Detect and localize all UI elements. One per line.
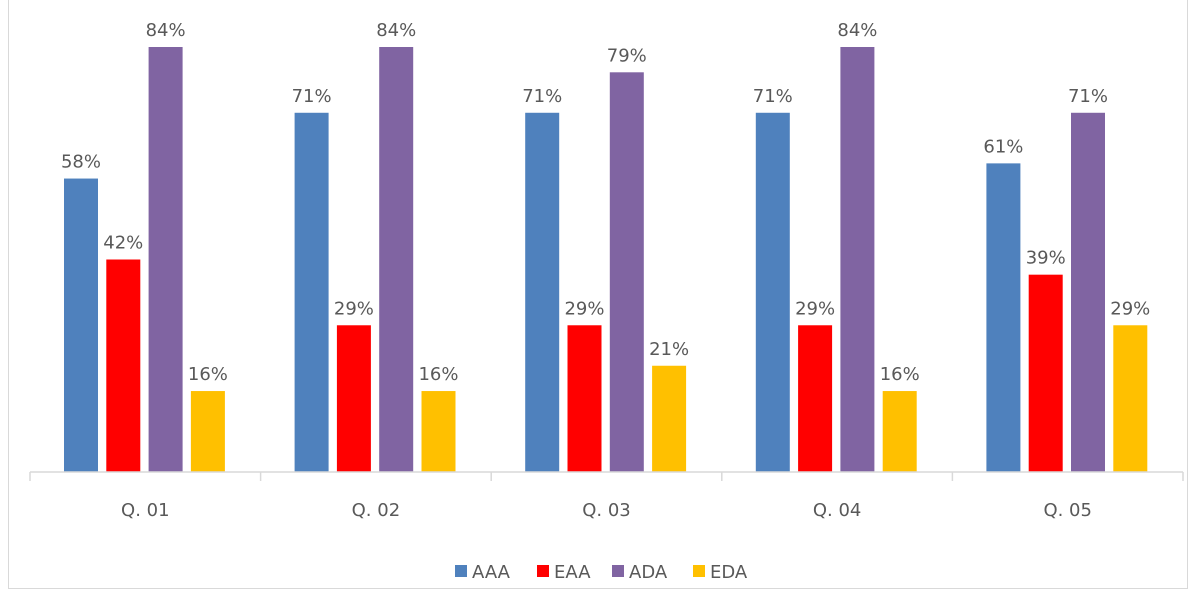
x-tick-label-4: Q. 04 <box>813 500 862 521</box>
data-label-ada-1: 84% <box>146 20 186 41</box>
legend-label-ada: ADA <box>629 562 668 583</box>
bar-eda-1 <box>190 391 225 472</box>
data-label-eaa-4: 29% <box>795 298 835 319</box>
bar-eda-3 <box>652 365 687 472</box>
data-label-eda-5: 29% <box>1110 298 1150 319</box>
bar-ada-4 <box>840 47 875 472</box>
data-label-eaa-3: 29% <box>564 298 604 319</box>
bar-eda-2 <box>421 391 456 472</box>
bar-ada-3 <box>609 72 644 473</box>
bar-eda-5 <box>1113 325 1148 472</box>
x-tick-label-5: Q. 05 <box>1043 500 1092 521</box>
bar-aaa-2 <box>294 112 329 473</box>
data-label-ada-5: 71% <box>1068 86 1108 107</box>
data-label-ada-4: 84% <box>837 20 877 41</box>
bar-aaa-4 <box>755 112 790 473</box>
data-label-eaa-5: 39% <box>1026 248 1066 269</box>
data-label-eda-1: 16% <box>188 364 228 385</box>
data-label-aaa-3: 71% <box>522 86 562 107</box>
legend-label-eda: EDA <box>710 562 748 583</box>
bar-eaa-1 <box>106 259 141 472</box>
legend-swatch-eaa <box>537 565 549 577</box>
bar-eaa-5 <box>1028 274 1063 472</box>
legend-label-eaa: EAA <box>554 562 591 583</box>
data-label-aaa-1: 58% <box>61 152 101 173</box>
legend-swatch-aaa <box>455 565 467 577</box>
data-label-aaa-5: 61% <box>983 136 1023 157</box>
bar-ada-2 <box>379 47 414 472</box>
x-tick-label-2: Q. 02 <box>352 500 401 521</box>
x-tick-label-1: Q. 01 <box>121 500 170 521</box>
bar-aaa-3 <box>525 112 560 473</box>
data-label-aaa-2: 71% <box>292 86 332 107</box>
data-label-ada-3: 79% <box>607 45 647 66</box>
bars-layer <box>64 47 1148 473</box>
legend-swatch-eda <box>693 565 705 577</box>
bar-ada-1 <box>148 47 183 472</box>
x-axis: Q. 01 Q. 02 Q. 03 Q. 04 Q. 05 <box>29 471 1184 521</box>
bar-eaa-3 <box>567 325 602 472</box>
data-label-eda-2: 16% <box>418 364 458 385</box>
bar-aaa-1 <box>64 178 98 473</box>
legend-label-aaa: AAA <box>472 562 511 583</box>
data-label-aaa-4: 71% <box>753 86 793 107</box>
legend-swatch-ada <box>612 565 624 577</box>
data-label-eaa-2: 29% <box>334 298 374 319</box>
data-labels-layer: 58% 42% 84% 16% 71% 29% 84% 16% 71% 29% 79% 21% 71% 2… <box>61 20 1150 385</box>
data-label-eda-3: 21% <box>649 339 689 360</box>
bar-eaa-2 <box>336 325 371 472</box>
data-label-eda-4: 16% <box>880 364 920 385</box>
bar-aaa-5 <box>986 163 1021 472</box>
x-tick-label-3: Q. 03 <box>582 500 631 521</box>
legend: AAA EAA ADA EDA <box>455 562 748 583</box>
bar-ada-5 <box>1071 112 1105 473</box>
bar-eaa-4 <box>798 325 833 472</box>
bar-eda-4 <box>882 391 917 472</box>
data-label-eaa-1: 42% <box>103 233 143 254</box>
data-label-ada-2: 84% <box>376 20 416 41</box>
